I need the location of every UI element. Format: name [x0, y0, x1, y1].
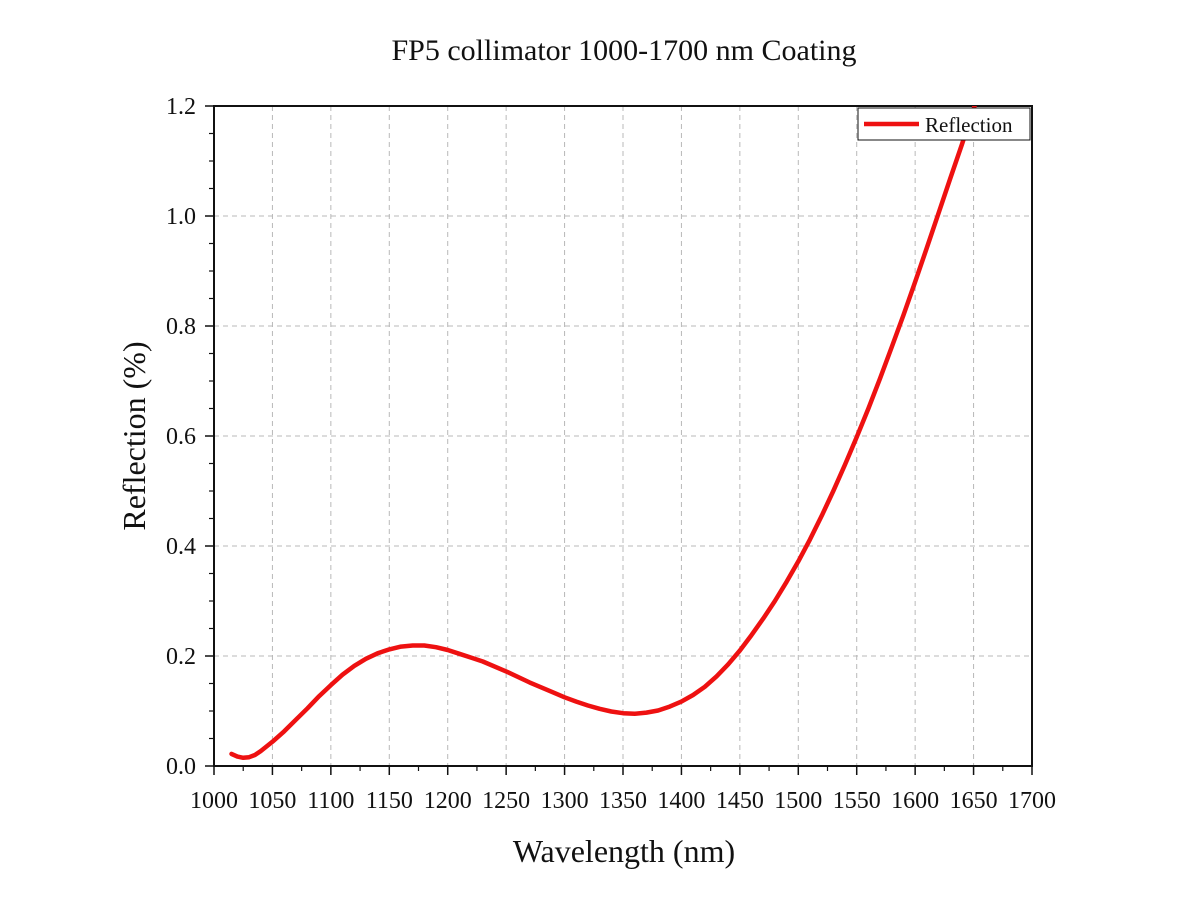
y-tick-label: 0.4	[166, 534, 196, 560]
y-tick-label: 0.0	[166, 754, 196, 780]
x-tick-label: 1100	[307, 788, 354, 814]
x-tick-label: 1350	[599, 788, 647, 814]
x-tick-label: 1000	[190, 788, 238, 814]
y-tick-label: 1.0	[166, 204, 196, 230]
x-tick-label: 1200	[424, 788, 472, 814]
x-tick-label: 1050	[248, 788, 296, 814]
series-layer	[229, 106, 977, 761]
x-tick-label: 1300	[541, 788, 589, 814]
x-axis-title: Wavelength (nm)	[513, 833, 735, 869]
grid-lines	[214, 106, 1032, 766]
y-tick-label: 0.2	[166, 644, 196, 670]
legend-label-reflection: Reflection	[925, 113, 1013, 137]
x-tick-label: 1600	[891, 788, 939, 814]
x-tick-label: 1500	[774, 788, 822, 814]
x-tick-label: 1400	[657, 788, 705, 814]
legend: Reflection	[857, 107, 1031, 141]
chart-title: FP5 collimator 1000-1700 nm Coating	[392, 34, 857, 67]
x-tick-label: 1700	[1008, 788, 1056, 814]
series-line-reflection	[229, 106, 977, 761]
axis-ticks	[205, 105, 1033, 775]
x-tick-label: 1150	[366, 788, 413, 814]
x-tick-label: 1250	[482, 788, 530, 814]
y-tick-label: 0.8	[166, 314, 196, 340]
x-tick-labels: 1000 1050 1100 1150 1200 1250 1300 1350 1400 1450…	[190, 788, 1056, 814]
x-tick-label: 1450	[716, 788, 764, 814]
y-tick-labels: 0.0 0.2 0.4 0.6 0.8 1.0 1.2	[166, 94, 196, 780]
x-tick-label: 1550	[833, 788, 881, 814]
x-tick-label: 1650	[950, 788, 998, 814]
y-tick-label: 1.2	[166, 94, 196, 120]
y-axis-title: Reflection (%)	[116, 341, 152, 530]
y-tick-label: 0.6	[166, 424, 196, 450]
